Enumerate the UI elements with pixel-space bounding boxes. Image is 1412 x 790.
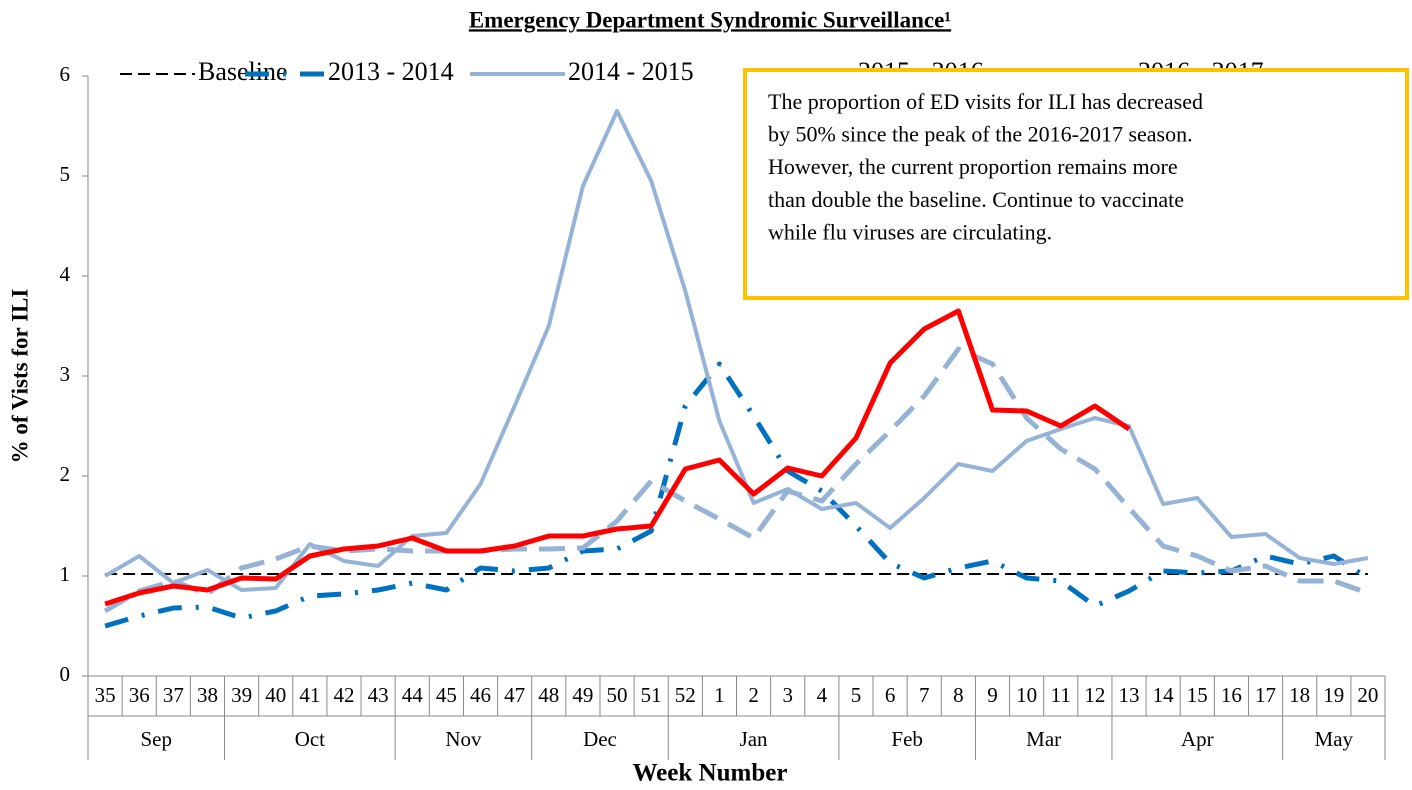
x-tick-label: 10 [1016,683,1037,707]
x-tick-label: 14 [1153,683,1175,707]
x-tick-label: 13 [1119,683,1140,707]
y-tick-label: 5 [60,162,71,186]
x-tick-label: 11 [1051,683,1071,707]
series-line [103,346,1369,614]
annotation-text: The proportion of ED visits for ILI has … [768,89,1203,114]
x-group-label: Feb [891,727,923,751]
x-tick-label: 8 [953,683,964,707]
x-tick-label: 48 [538,683,559,707]
chart-title: Emergency Department Syndromic Surveilla… [469,7,951,32]
x-tick-label: 40 [265,683,286,707]
x-tick-label: 16 [1221,683,1242,707]
x-tick-label: 47 [504,683,525,707]
annotation-text: However, the current proportion remains … [768,154,1178,179]
annotation-text: by 50% since the peak of the 2016-2017 s… [768,122,1193,147]
series-line [104,308,1131,607]
y-tick-label: 2 [60,462,71,486]
x-tick-label: 12 [1084,683,1105,707]
x-tick-label: 7 [919,683,930,707]
x-tick-label: 46 [470,683,491,707]
y-tick-label: 3 [60,362,71,386]
legend-label: 2014 - 2015 [568,57,694,86]
x-tick-label: 51 [641,683,662,707]
series-line [104,361,1370,629]
x-tick-label: 4 [817,683,828,707]
x-tick-label: 38 [197,683,218,707]
y-tick-label: 4 [60,262,71,286]
x-group-label: May [1315,727,1354,751]
x-tick-label: 2 [748,683,759,707]
legend-label: Baseline [198,57,288,86]
x-group-label: Nov [445,727,482,751]
x-tick-label: 52 [675,683,696,707]
x-tick-label: 35 [95,683,116,707]
x-tick-label: 37 [163,683,184,707]
x-axis-title: Week Number [633,760,788,787]
x-group-label: Sep [141,727,173,751]
x-tick-label: 42 [333,683,354,707]
x-tick-label: 41 [299,683,320,707]
x-tick-label: 44 [402,683,424,707]
y-tick-label: 1 [60,562,71,586]
annotation-text: while flu viruses are circulating. [768,219,1052,244]
x-tick-label: 36 [129,683,150,707]
x-tick-label: 49 [572,683,593,707]
y-tick-label: 6 [60,62,71,86]
x-tick-label: 6 [885,683,896,707]
annotation-text: than double the baseline. Continue to va… [768,187,1184,212]
x-tick-label: 15 [1187,683,1208,707]
x-tick-label: 5 [851,683,862,707]
x-tick-label: 20 [1357,683,1378,707]
x-group-label: Apr [1181,727,1214,751]
x-tick-label: 39 [231,683,252,707]
x-tick-label: 50 [607,683,628,707]
x-tick-label: 9 [987,683,998,707]
y-axis-title: % of Vists for ILI [7,289,32,464]
x-tick-label: 1 [714,683,725,707]
y-tick-label: 0 [60,662,71,686]
annotation-box [743,68,1409,300]
x-tick-label: 3 [782,683,793,707]
x-group-label: Oct [295,727,325,751]
x-tick-label: 17 [1255,683,1276,707]
x-tick-label: 18 [1289,683,1310,707]
x-tick-label: 19 [1323,683,1344,707]
x-group-label: Jan [740,727,768,751]
x-group-label: Mar [1026,727,1061,751]
legend-label: 2013 - 2014 [328,57,454,86]
x-tick-label: 45 [436,683,457,707]
x-group-label: Dec [583,727,617,751]
x-tick-label: 43 [368,683,389,707]
